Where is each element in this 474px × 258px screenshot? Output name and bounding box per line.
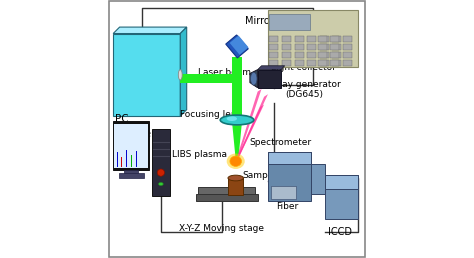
Ellipse shape: [178, 70, 182, 80]
FancyBboxPatch shape: [282, 36, 291, 42]
FancyBboxPatch shape: [343, 44, 352, 50]
FancyBboxPatch shape: [332, 36, 341, 42]
Text: Fiber: Fiber: [276, 202, 298, 211]
FancyBboxPatch shape: [310, 165, 325, 194]
Text: X-Y-Z Moving stage: X-Y-Z Moving stage: [179, 224, 264, 233]
Text: Light collector: Light collector: [271, 63, 336, 72]
Polygon shape: [258, 70, 281, 88]
Text: ICCD: ICCD: [328, 227, 352, 237]
Text: Delay generator
(DG645): Delay generator (DG645): [267, 80, 341, 99]
FancyBboxPatch shape: [343, 52, 352, 58]
FancyBboxPatch shape: [282, 44, 291, 50]
FancyBboxPatch shape: [113, 34, 180, 116]
Polygon shape: [226, 35, 248, 58]
FancyBboxPatch shape: [330, 60, 339, 66]
FancyBboxPatch shape: [268, 152, 310, 165]
FancyBboxPatch shape: [307, 60, 316, 66]
Text: LIBS plasma: LIBS plasma: [173, 150, 228, 159]
Text: Spectrometer: Spectrometer: [250, 138, 312, 147]
FancyBboxPatch shape: [271, 186, 296, 199]
Ellipse shape: [227, 116, 237, 121]
FancyBboxPatch shape: [282, 60, 291, 66]
FancyBboxPatch shape: [269, 52, 278, 58]
FancyBboxPatch shape: [268, 152, 310, 201]
Ellipse shape: [227, 154, 245, 169]
FancyBboxPatch shape: [330, 44, 339, 50]
FancyBboxPatch shape: [124, 170, 138, 174]
Polygon shape: [236, 94, 268, 161]
Text: PC: PC: [115, 114, 129, 124]
FancyBboxPatch shape: [343, 60, 352, 66]
FancyBboxPatch shape: [294, 36, 303, 42]
Polygon shape: [236, 89, 262, 161]
FancyBboxPatch shape: [114, 124, 148, 168]
Polygon shape: [258, 66, 285, 70]
Polygon shape: [232, 57, 242, 116]
FancyBboxPatch shape: [325, 175, 358, 219]
Text: Sample: Sample: [242, 171, 276, 180]
Polygon shape: [180, 27, 187, 116]
FancyBboxPatch shape: [318, 44, 327, 50]
FancyBboxPatch shape: [343, 36, 352, 42]
Ellipse shape: [228, 175, 244, 181]
Polygon shape: [232, 125, 242, 160]
FancyBboxPatch shape: [320, 44, 329, 50]
Ellipse shape: [220, 115, 254, 125]
FancyBboxPatch shape: [330, 52, 339, 58]
Text: 512210: 512210: [278, 20, 301, 25]
FancyBboxPatch shape: [325, 175, 358, 189]
FancyBboxPatch shape: [269, 44, 278, 50]
Polygon shape: [180, 74, 237, 83]
FancyBboxPatch shape: [118, 173, 144, 178]
Polygon shape: [250, 70, 258, 88]
Ellipse shape: [251, 72, 257, 85]
Ellipse shape: [159, 182, 163, 186]
Text: Laser: Laser: [128, 129, 156, 139]
FancyBboxPatch shape: [282, 52, 291, 58]
FancyBboxPatch shape: [320, 52, 329, 58]
FancyBboxPatch shape: [269, 60, 278, 66]
FancyBboxPatch shape: [318, 36, 327, 42]
FancyBboxPatch shape: [294, 52, 303, 58]
Text: Mirror: Mirror: [245, 16, 273, 26]
FancyBboxPatch shape: [294, 60, 303, 66]
FancyBboxPatch shape: [332, 44, 341, 50]
FancyBboxPatch shape: [320, 36, 329, 42]
Ellipse shape: [230, 156, 242, 166]
Text: Laser beam: Laser beam: [198, 68, 251, 77]
FancyBboxPatch shape: [307, 36, 316, 42]
FancyBboxPatch shape: [330, 36, 339, 42]
FancyBboxPatch shape: [307, 52, 316, 58]
FancyBboxPatch shape: [152, 129, 170, 196]
FancyBboxPatch shape: [269, 14, 310, 30]
FancyBboxPatch shape: [269, 36, 278, 42]
FancyBboxPatch shape: [320, 60, 329, 66]
FancyBboxPatch shape: [228, 178, 244, 195]
FancyBboxPatch shape: [198, 187, 255, 194]
FancyBboxPatch shape: [268, 10, 358, 67]
FancyBboxPatch shape: [307, 44, 316, 50]
FancyBboxPatch shape: [196, 194, 258, 201]
Polygon shape: [236, 104, 264, 161]
FancyBboxPatch shape: [294, 44, 303, 50]
Polygon shape: [229, 36, 248, 55]
FancyBboxPatch shape: [318, 52, 327, 58]
Ellipse shape: [157, 169, 164, 176]
FancyBboxPatch shape: [332, 52, 341, 58]
FancyBboxPatch shape: [332, 60, 341, 66]
FancyBboxPatch shape: [318, 60, 327, 66]
Text: Focusing lens: Focusing lens: [180, 110, 241, 119]
FancyBboxPatch shape: [113, 121, 149, 170]
Polygon shape: [113, 27, 187, 34]
